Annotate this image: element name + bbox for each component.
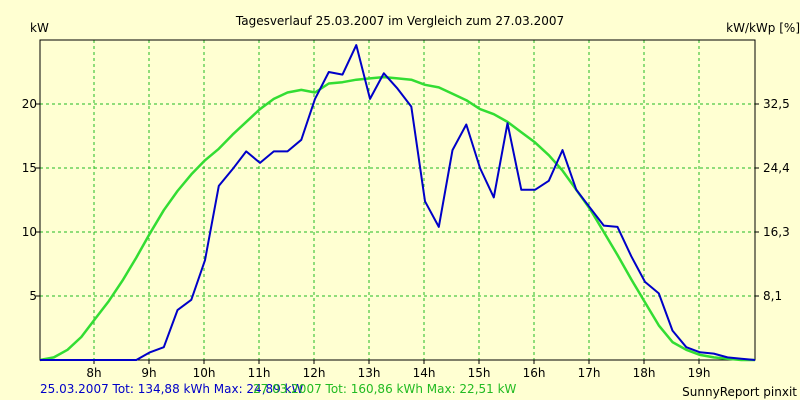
plot-frame: [39, 39, 756, 361]
y-tick-label-right: 8,1: [763, 289, 782, 303]
y-tick-label-left: 10: [22, 225, 37, 239]
x-tick-label: 18h: [633, 366, 656, 380]
x-tick-label: 15h: [468, 366, 491, 380]
y-axis-right-label: kW/kWp [%]: [726, 21, 800, 35]
legend-green-total: 27.03.2007 Tot: 160,86 kWh Max: 22,51 kW: [253, 382, 517, 396]
y-axis-left-label: kW: [30, 21, 49, 35]
chart-title: Tagesverlauf 25.03.2007 im Vergleich zum…: [235, 14, 564, 28]
x-tick-label: 14h: [413, 366, 436, 380]
y-tick-label-right: 16,3: [763, 225, 790, 239]
series-line-27-03-2007: [39, 75, 755, 362]
y-tick-label-right: 32,5: [763, 97, 790, 111]
footer-credit: SunnyReport pinxit: [682, 385, 797, 399]
x-tick-label: 10h: [193, 366, 216, 380]
x-tick-label: 11h: [248, 366, 271, 380]
y-tick-label-left: 5: [29, 289, 37, 303]
x-tick-label: 17h: [578, 366, 601, 380]
axis-ticks: 8h 9h 10h 11h 12h 13h 14h 15h 16h 17h 18h 19h 5 8,1 10…: [22, 97, 790, 380]
y-tick-label-left: 20: [22, 97, 37, 111]
x-tick-label: 16h: [523, 366, 546, 380]
x-tick-label: 13h: [358, 366, 381, 380]
x-tick-label: 8h: [86, 366, 101, 380]
x-tick-label: 12h: [303, 366, 326, 380]
legend-blue-total: 25.03.2007 Tot: 134,88 kWh Max: 24,89 kW: [40, 382, 304, 396]
y-tick-label-right: 24,4: [763, 161, 790, 175]
y-tick-label-left: 15: [22, 161, 37, 175]
series-line-25-03-2007: [40, 44, 756, 361]
x-tick-label: 19h: [688, 366, 711, 380]
grid-lines: [40, 40, 755, 360]
x-tick-label: 9h: [141, 366, 156, 380]
series-lines: [39, 44, 756, 362]
